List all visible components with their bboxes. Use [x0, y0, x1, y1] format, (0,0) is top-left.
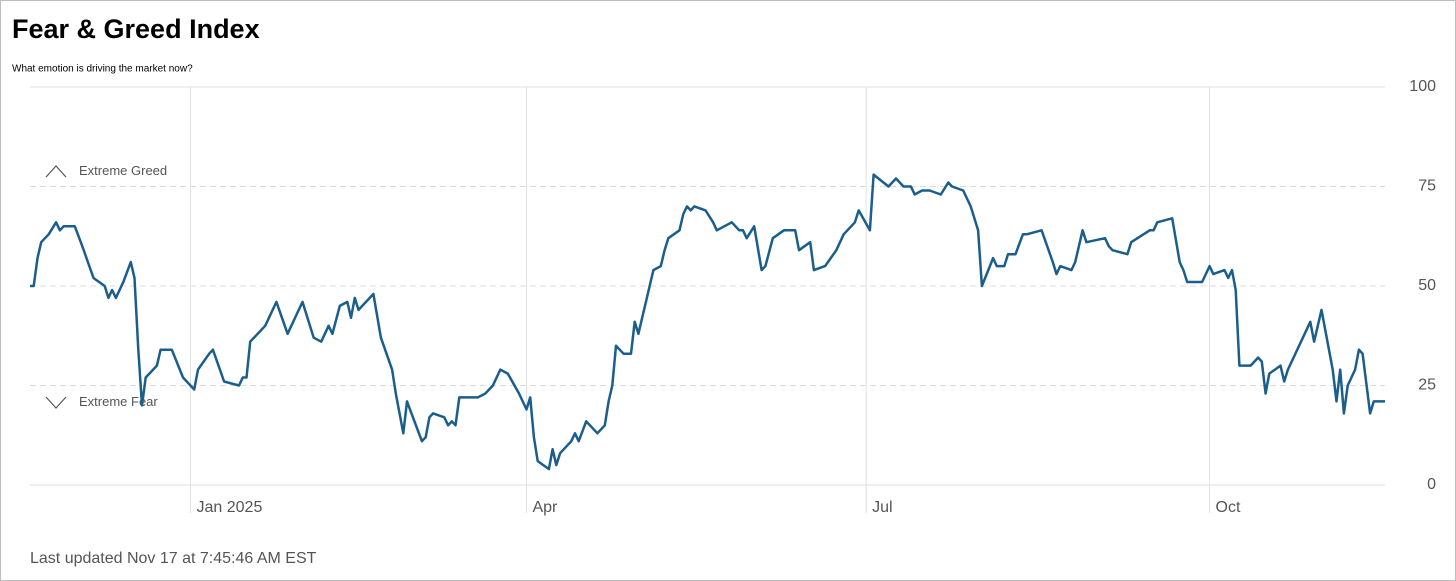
y-tick-label: 50 [1418, 277, 1436, 294]
y-tick-label: 0 [1427, 476, 1436, 493]
up-chevron [45, 165, 67, 178]
y-tick-label: 100 [1409, 78, 1436, 95]
chart-subtitle: What emotion is driving the market now? [12, 64, 193, 75]
x-tick-label: Oct [1216, 499, 1241, 516]
down-chevron [45, 396, 67, 409]
annotation: Extreme Fear [79, 394, 158, 409]
x-tick-label: Jan 2025 [197, 499, 263, 516]
data-line [30, 173, 1385, 471]
footer: Last updated Nov 17 at 7:45:46 AM EST [30, 550, 317, 567]
x-tick-label: Apr [532, 499, 558, 516]
y-tick-label: 25 [1418, 377, 1436, 394]
annotation: Extreme Greed [79, 163, 167, 178]
chart-title: Fear & Greed Index [12, 14, 260, 44]
x-tick-label: Jul [872, 499, 892, 516]
y-tick-label: 75 [1418, 178, 1436, 195]
